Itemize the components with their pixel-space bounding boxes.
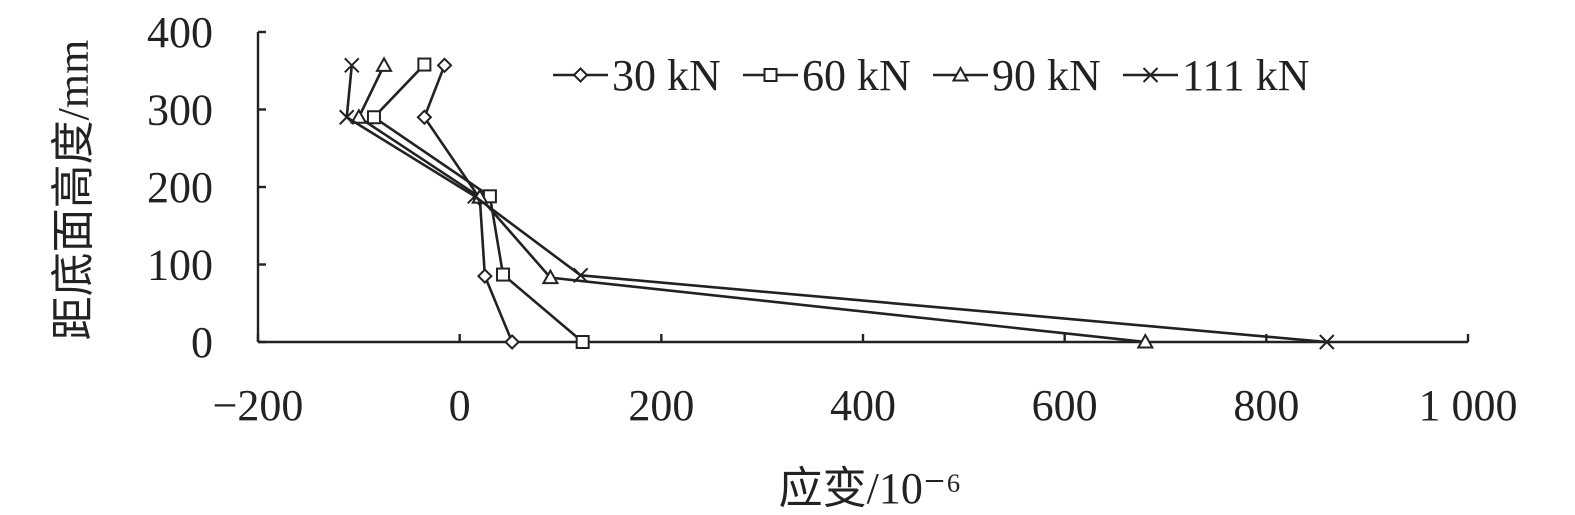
data-point (416, 109, 433, 126)
data-point (344, 57, 360, 74)
data-point (541, 268, 560, 285)
y-tick-label: 100 (147, 241, 213, 290)
plot-series (339, 56, 1335, 350)
x-tick-label: 0 (449, 381, 471, 430)
x-tick-label: 1 000 (1419, 381, 1518, 430)
data-point (1319, 334, 1335, 350)
legend-label: 60 kN (802, 51, 911, 100)
legend-marker (763, 68, 778, 82)
series-3 (339, 57, 1335, 350)
legend-item: 30 kN (553, 51, 721, 100)
y-tick-label: 200 (147, 163, 213, 212)
data-point (467, 188, 483, 205)
data-point (572, 267, 589, 284)
x-tick-label: 400 (830, 381, 896, 430)
y-tick-label: 400 (147, 8, 213, 57)
legend-label: 30 kN (612, 51, 721, 100)
legend-label: 111 kN (1182, 51, 1310, 100)
data-point (417, 57, 432, 72)
legend-marker (572, 67, 589, 83)
data-point (366, 110, 381, 125)
data-point (339, 109, 355, 125)
legend-item: 111 kN (1123, 51, 1310, 100)
data-point (1136, 332, 1155, 349)
x-tick-label: 600 (1032, 381, 1098, 430)
data-point (575, 335, 590, 349)
x-ticks: −200 0 200 400 600 800 1 000 (213, 334, 1518, 430)
legend-item: 90 kN (933, 51, 1101, 100)
legend-marker (951, 65, 970, 82)
series-1 (366, 57, 590, 349)
data-point (350, 108, 368, 124)
x-tick-label: −200 (213, 381, 304, 430)
data-point (375, 56, 393, 72)
x-tick-label: 200 (628, 381, 694, 430)
data-point (476, 268, 493, 285)
data-point (504, 334, 521, 350)
series-line (357, 64, 1146, 344)
legend-marker (1142, 67, 1159, 83)
legend: 30 kN 60 kN 90 kN 111 kN (553, 51, 1310, 100)
legend-label: 90 kN (992, 51, 1101, 100)
data-point (496, 267, 511, 282)
y-tick-label: 300 (147, 86, 213, 135)
x-axis-label: 应变/10⁻⁶ (779, 464, 962, 513)
data-point (436, 57, 453, 74)
y-tick-label: 0 (191, 318, 213, 367)
y-axis-label: 距底面高度/mm (49, 40, 98, 341)
series-2 (350, 56, 1155, 349)
y-ticks: 0 100 200 300 400 (147, 8, 266, 367)
legend-item: 60 kN (743, 51, 911, 100)
x-tick-label: 800 (1233, 381, 1299, 430)
